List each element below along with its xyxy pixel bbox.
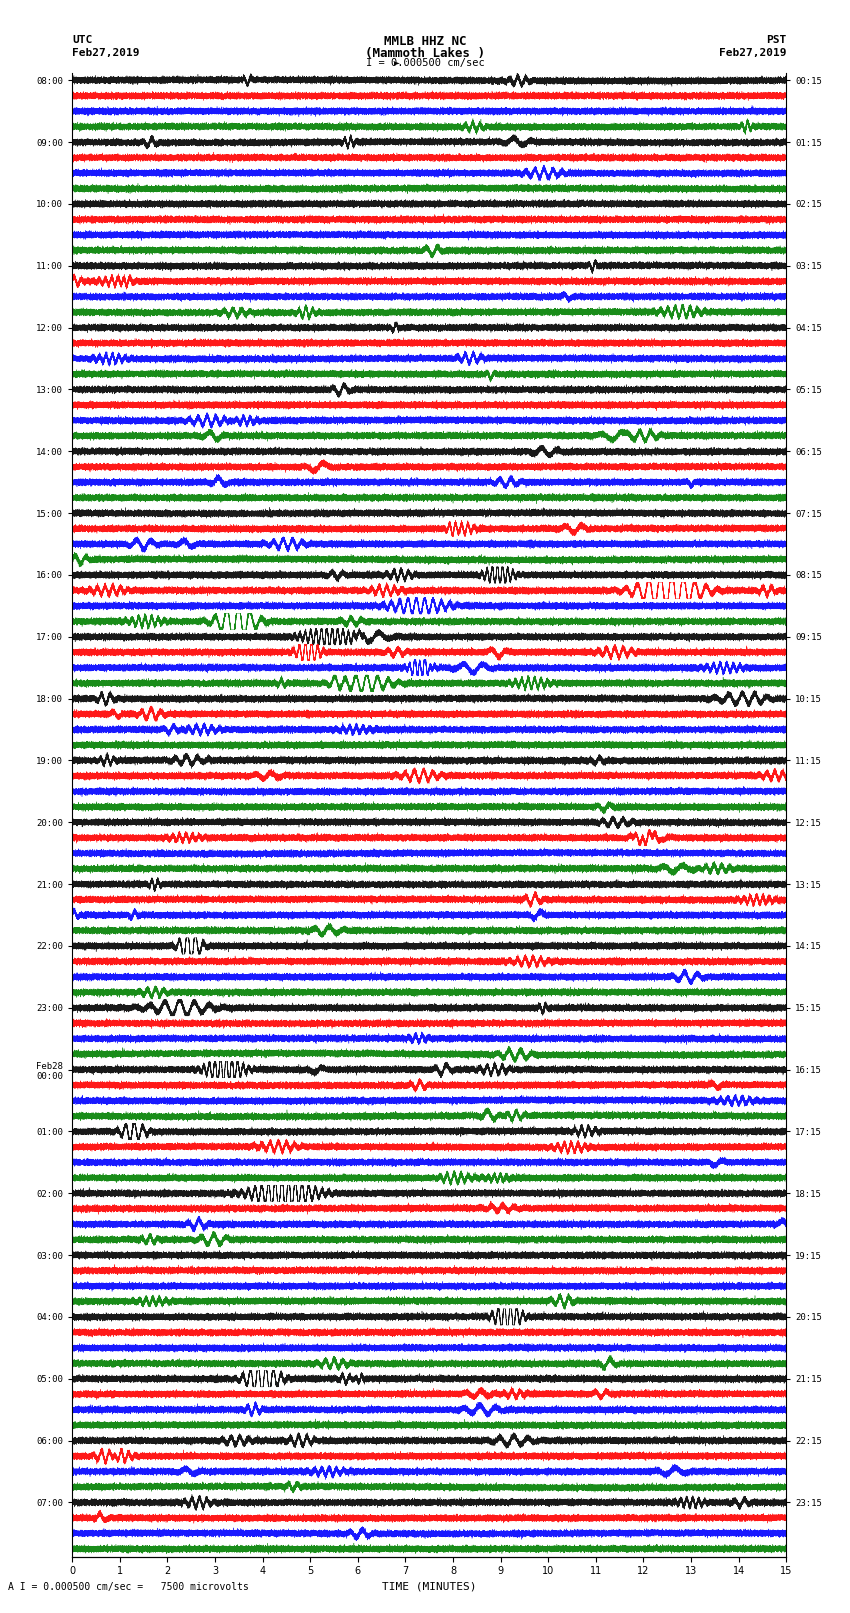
Text: ►: ► [394,58,399,68]
Text: MMLB HHZ NC: MMLB HHZ NC [383,35,467,48]
X-axis label: TIME (MINUTES): TIME (MINUTES) [382,1582,477,1592]
Text: A I = 0.000500 cm/sec =   7500 microvolts: A I = 0.000500 cm/sec = 7500 microvolts [8,1582,249,1592]
Text: PST: PST [766,35,786,45]
Text: UTC: UTC [72,35,93,45]
Text: (Mammoth Lakes ): (Mammoth Lakes ) [365,47,485,60]
Text: I = 0.000500 cm/sec: I = 0.000500 cm/sec [366,58,484,68]
Text: Feb27,2019: Feb27,2019 [719,48,786,58]
Text: Feb27,2019: Feb27,2019 [72,48,139,58]
